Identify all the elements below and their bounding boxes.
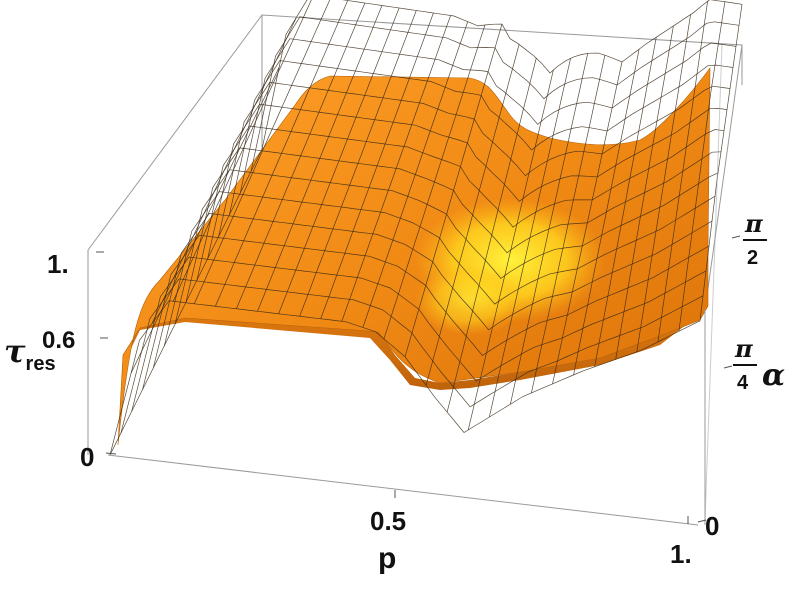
surface-mesh bbox=[109, 0, 743, 456]
mesh-line bbox=[404, 24, 503, 357]
svg-text:π: π bbox=[734, 334, 753, 363]
mesh-line bbox=[362, 21, 469, 328]
mesh-line bbox=[151, 17, 297, 324]
mesh-line bbox=[657, 0, 709, 342]
mesh-line bbox=[193, 0, 331, 304]
mesh-line bbox=[278, 7, 400, 314]
tau-tick-0: 0 bbox=[80, 442, 94, 472]
svg-text:2: 2 bbox=[747, 247, 758, 269]
mesh-line bbox=[130, 67, 280, 374]
mesh-line bbox=[383, 24, 486, 339]
mesh-line bbox=[257, 5, 383, 312]
alpha-tick-0: 0 bbox=[705, 511, 719, 541]
mesh-line bbox=[341, 15, 451, 322]
mesh-line bbox=[510, 53, 589, 405]
surface-top bbox=[117, 67, 711, 446]
mesh-line bbox=[446, 57, 537, 413]
alpha-axis-label: α bbox=[762, 358, 785, 393]
mesh-line bbox=[594, 37, 657, 367]
mesh-line bbox=[109, 149, 263, 456]
p-tick-1: 1. bbox=[670, 539, 692, 569]
mesh-line bbox=[531, 55, 606, 393]
bounding-box-front bbox=[87, 44, 723, 526]
mesh-line bbox=[636, 14, 691, 352]
mesh-line bbox=[425, 44, 520, 386]
mesh-line bbox=[573, 49, 640, 375]
tau-tick-0-6: 0.6 bbox=[42, 327, 75, 354]
bounding-box-back bbox=[87, 14, 743, 311]
mesh-line bbox=[615, 25, 674, 360]
mesh-line bbox=[552, 61, 623, 384]
alpha-tick-pi-2: π 2 bbox=[743, 209, 767, 269]
mesh-line bbox=[236, 2, 366, 309]
alpha-tick-pi-4: π 4 bbox=[733, 334, 757, 394]
mesh-line bbox=[172, 0, 312, 302]
mesh-line bbox=[299, 10, 417, 317]
mesh-line bbox=[678, 1, 726, 332]
svg-text:π: π bbox=[744, 209, 763, 238]
mesh-line bbox=[488, 58, 571, 418]
svg-text:4: 4 bbox=[737, 372, 749, 394]
p-tick-0-5: 0.5 bbox=[370, 506, 406, 536]
mesh-line bbox=[699, 4, 743, 321]
tau-axis-label: τres bbox=[4, 332, 56, 375]
tick-marks bbox=[96, 235, 741, 524]
mesh-line bbox=[467, 69, 554, 430]
tau-tick-1: 1. bbox=[47, 249, 69, 279]
surface bbox=[109, 0, 743, 456]
p-axis-label: p bbox=[378, 542, 396, 575]
mesh-line bbox=[215, 0, 349, 307]
mesh-line bbox=[320, 12, 434, 319]
